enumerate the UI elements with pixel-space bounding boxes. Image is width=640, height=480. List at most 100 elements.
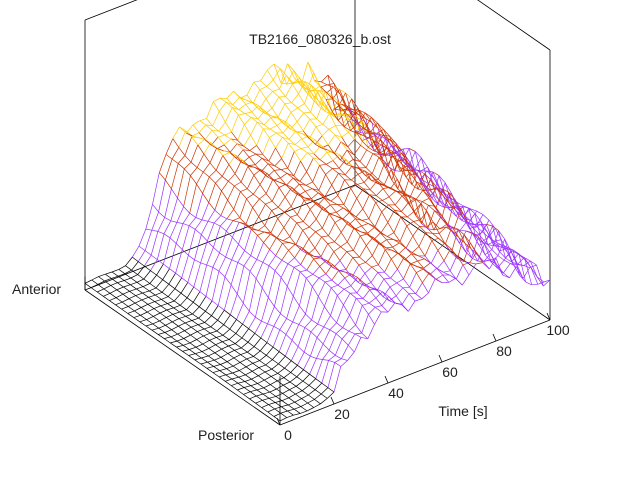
- surface-line: [278, 363, 285, 369]
- surface-line: [160, 303, 168, 307]
- surface-line: [270, 232, 278, 239]
- surface-line: [356, 188, 364, 199]
- surface-line: [170, 340, 178, 344]
- surface-line: [317, 281, 326, 297]
- surface-line: [388, 166, 395, 171]
- surface-line: [371, 157, 380, 174]
- surface-line: [159, 317, 167, 322]
- surface-line: [297, 346, 305, 353]
- surface-line: [331, 279, 339, 286]
- surface-line: [253, 175, 261, 185]
- surface-line: [354, 120, 362, 140]
- surface-line: [522, 267, 531, 279]
- surface-line: [382, 286, 391, 297]
- surface-line: [219, 368, 227, 371]
- surface-line: [105, 271, 113, 275]
- surface-line: [253, 80, 261, 83]
- surface-line: [157, 259, 164, 265]
- surface-line: [336, 109, 344, 116]
- surface-line: [391, 179, 399, 190]
- surface-line: [295, 386, 303, 391]
- surface-line: [280, 173, 288, 179]
- surface-line: [329, 322, 337, 331]
- surface-line: [383, 169, 392, 185]
- surface-line: [194, 234, 202, 260]
- surface-line: [358, 262, 366, 266]
- surface-line: [327, 362, 336, 388]
- surface-line: [225, 122, 232, 133]
- surface-line: [290, 214, 298, 218]
- surface-line: [460, 209, 468, 222]
- surface-line: [311, 192, 319, 199]
- surface-line: [235, 343, 242, 349]
- surface-line: [246, 193, 254, 199]
- surface-line: [510, 250, 518, 265]
- surface-line: [490, 253, 498, 265]
- surface-line: [232, 237, 239, 245]
- surface-line: [341, 345, 349, 359]
- surface-line: [214, 348, 222, 354]
- surface-line: [394, 204, 402, 212]
- surface-line: [127, 310, 135, 314]
- surface-line: [364, 170, 371, 176]
- surface-line: [494, 240, 501, 245]
- surface-line: [207, 355, 215, 361]
- surface-line: [264, 376, 272, 381]
- surface-line: [232, 370, 240, 374]
- surface-line: [289, 385, 297, 391]
- surface-line: [136, 286, 144, 290]
- surface-line: [265, 179, 274, 194]
- surface-line: [397, 188, 405, 195]
- surface-line: [433, 217, 441, 231]
- surface-line: [322, 227, 329, 237]
- surface-line: [293, 264, 301, 268]
- surface-line: [417, 260, 424, 269]
- surface-line: [257, 379, 265, 384]
- surface-line: [279, 75, 287, 90]
- surface-line: [300, 269, 307, 273]
- surface-line: [323, 209, 330, 214]
- surface-line: [221, 176, 229, 182]
- surface-line: [450, 248, 458, 257]
- surface-line: [224, 134, 232, 140]
- surface-line: [233, 362, 241, 367]
- surface-line: [141, 296, 149, 301]
- surface-line: [268, 147, 276, 162]
- surface-line: [286, 177, 294, 186]
- surface-line: [270, 380, 278, 385]
- surface-line: [325, 273, 333, 281]
- surface-line: [420, 211, 428, 221]
- surface-line: [536, 276, 544, 287]
- surface-line: [295, 244, 303, 251]
- surface-line: [443, 271, 450, 276]
- surface-line: [170, 333, 178, 338]
- surface-line: [343, 288, 351, 294]
- surface-line: [536, 276, 545, 283]
- surface-line: [321, 213, 330, 229]
- surface-line: [351, 165, 359, 175]
- surface-line: [295, 390, 303, 395]
- surface-line: [240, 191, 247, 199]
- surface-line: [429, 188, 437, 198]
- surface-line: [271, 206, 279, 211]
- surface-line: [214, 190, 222, 211]
- surface-line: [451, 226, 459, 230]
- surface-line: [281, 400, 289, 406]
- surface-line: [267, 163, 275, 167]
- surface-line: [245, 366, 253, 372]
- surface-line: [421, 157, 428, 168]
- surface-line: [84, 279, 92, 284]
- surface-line: [415, 282, 423, 294]
- surface-line: [265, 91, 273, 99]
- surface-line: [347, 333, 356, 346]
- surface-line: [271, 108, 279, 118]
- surface-line: [268, 404, 275, 410]
- surface-line: [338, 92, 346, 106]
- surface-line: [390, 169, 398, 180]
- surface-line: [162, 279, 170, 285]
- surface-line: [494, 239, 502, 242]
- surface-line: [403, 161, 411, 170]
- surface-line: [317, 306, 325, 325]
- surface-line: [261, 297, 269, 322]
- surface-line: [215, 182, 222, 192]
